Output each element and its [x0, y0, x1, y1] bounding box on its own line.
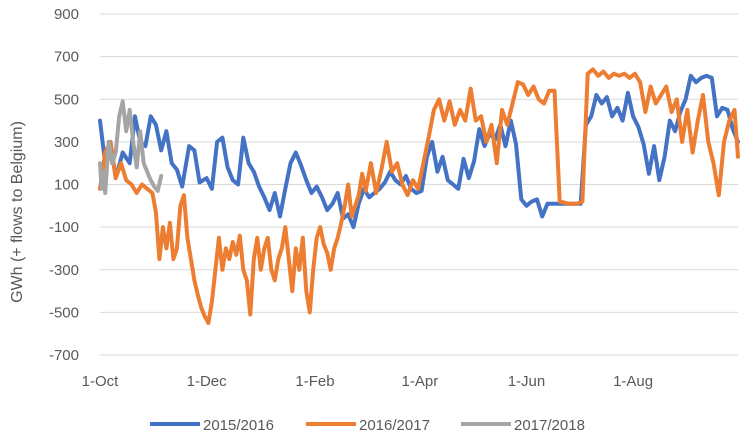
y-tick-label: -100	[49, 219, 79, 236]
series-line-3	[98, 99, 164, 195]
x-tick-label: 1-Aug	[613, 373, 653, 390]
y-tick-label: -700	[49, 347, 79, 364]
y-axis-tick-labels: -700 -500 -300 -100 100 300 500 700 900	[49, 6, 79, 364]
series-line-2	[98, 67, 740, 325]
legend-label: 2015/2016	[203, 417, 274, 434]
y-tick-label: 100	[54, 177, 79, 194]
x-tick-label: 1-Jun	[508, 373, 546, 390]
x-tick-label: 1-Oct	[82, 373, 120, 390]
y-tick-label: -300	[49, 262, 79, 279]
y-tick-label: 700	[54, 49, 79, 66]
x-tick-label: 1-Feb	[295, 373, 334, 390]
y-axis-title: GWh (+ flows to Belgium)	[9, 121, 26, 303]
legend: 2015/2016 2016/2017 2017/2018	[150, 417, 585, 434]
legend-label: 2016/2017	[359, 417, 430, 434]
y-tick-label: 500	[54, 91, 79, 108]
x-tick-label: 1-Apr	[402, 373, 439, 390]
legend-label: 2017/2018	[514, 417, 585, 434]
y-tick-label: 300	[54, 134, 79, 151]
x-axis-tick-labels: 1-Oct 1-Dec 1-Feb 1-Apr 1-Jun 1-Aug	[82, 373, 653, 390]
series-line-1	[98, 73, 740, 230]
series-lines	[98, 67, 740, 325]
y-tick-label: -500	[49, 304, 79, 321]
y-tick-label: 900	[54, 6, 79, 23]
x-tick-label: 1-Dec	[187, 373, 228, 390]
